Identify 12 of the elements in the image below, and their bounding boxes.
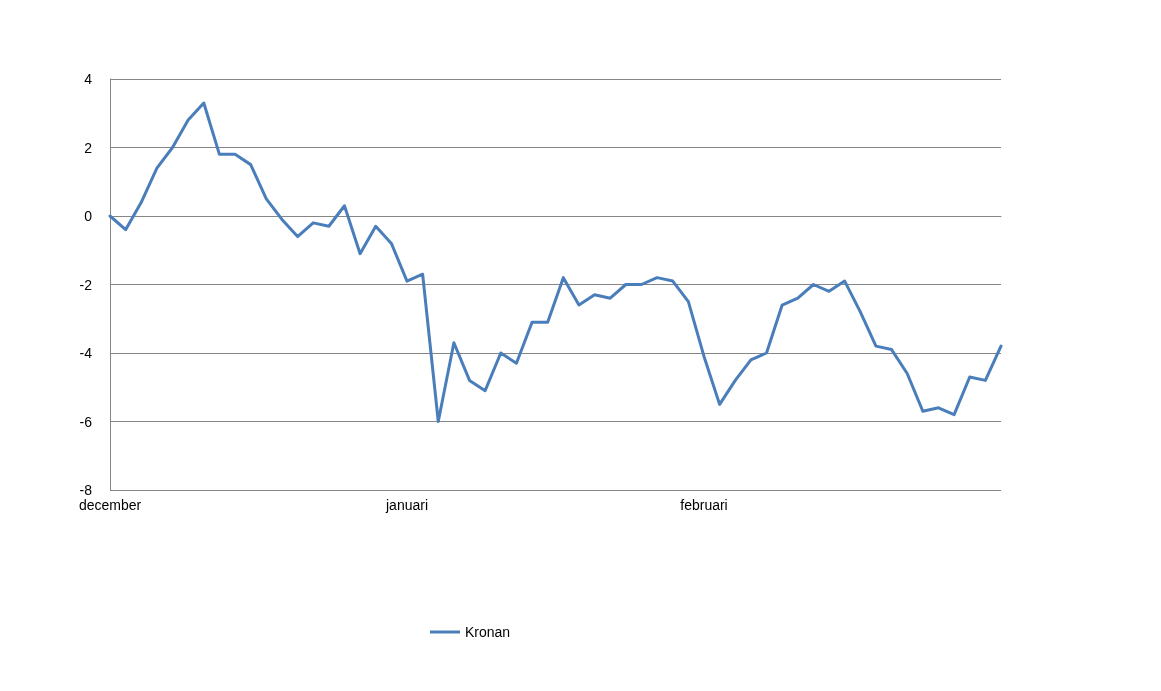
y-tick-label: -2 — [79, 276, 93, 293]
legend-label: Kronan — [465, 624, 511, 640]
y-tick-label: -4 — [79, 345, 93, 361]
y-tick-label: -6 — [79, 413, 93, 430]
x-tick-label: januari — [384, 497, 429, 513]
line-series — [108, 101, 1003, 423]
y-tick-label: 2 — [84, 139, 93, 156]
x-tick-label: februari — [680, 497, 728, 513]
y-tick-label: -8 — [79, 482, 93, 498]
y-tick-label: 0 — [84, 208, 93, 224]
y-tick-label: 4 — [84, 71, 93, 87]
x-tick-label: december — [78, 497, 142, 513]
